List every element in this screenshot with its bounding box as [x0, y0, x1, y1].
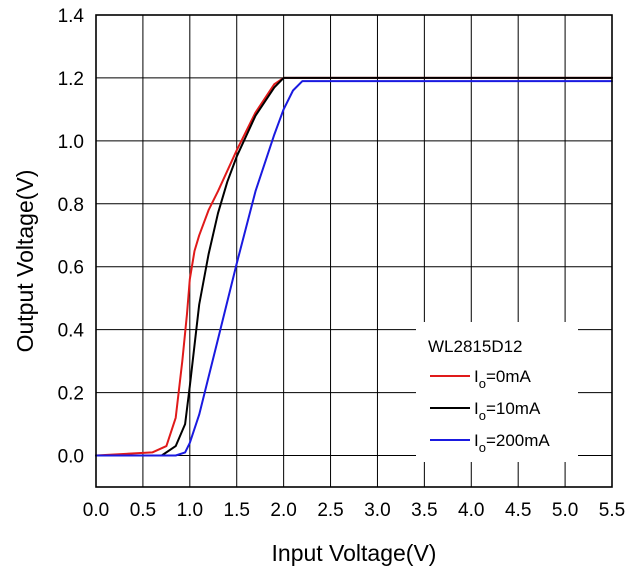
y-axis-ticks: 0.0 0.2 0.4 0.6 0.8 1.0 1.2 1.4: [58, 6, 85, 468]
x-tick-label: 2.5: [317, 500, 343, 521]
series-line-10ma: [95, 76, 613, 457]
x-tick-label: 5.0: [552, 500, 578, 521]
plot-frame: [95, 14, 613, 488]
x-tick-label: 4.0: [458, 500, 484, 521]
x-tick-label: 0.0: [83, 500, 109, 521]
series-layer: [95, 76, 613, 457]
legend-label-main: I: [474, 399, 479, 418]
legend-label-main: I: [474, 431, 479, 450]
legend-entry-label: Io=0mA: [474, 367, 532, 391]
x-tick-label: 4.5: [505, 500, 531, 521]
y-tick-label: 0.6: [58, 258, 84, 279]
x-axis-ticks: 0.0 0.5 1.0 1.5 2.0 2.5 3.0 3.5 4.0 4.5 5.0 5.5: [83, 500, 625, 521]
legend-box: [416, 322, 578, 462]
y-tick-label: 0.0: [58, 447, 84, 468]
x-tick-label: 5.5: [599, 500, 625, 521]
legend-label-rest: =200mA: [486, 431, 550, 450]
legend-entry-label: Io=10mA: [474, 399, 541, 423]
series-line-0ma: [95, 76, 613, 457]
x-tick-label: 2.0: [270, 500, 296, 521]
y-tick-label: 1.2: [58, 69, 84, 90]
legend-label-subscript: o: [479, 440, 486, 455]
y-tick-label: 0.2: [58, 384, 84, 405]
x-tick-label: 3.0: [364, 500, 390, 521]
y-tick-label: 1.0: [58, 132, 84, 153]
legend-label-subscript: o: [479, 376, 486, 391]
x-tick-label: 0.5: [130, 500, 156, 521]
legend-entry-label: Io=200mA: [474, 431, 550, 455]
x-tick-label: 1.5: [224, 500, 250, 521]
y-tick-label: 1.4: [58, 6, 85, 27]
legend-label-rest: =10mA: [486, 399, 541, 418]
legend-title: WL2815D12: [428, 337, 523, 356]
y-tick-label: 0.8: [58, 195, 84, 216]
x-tick-label: 3.5: [411, 500, 437, 521]
legend-label-main: I: [474, 367, 479, 386]
series-line-200ma: [95, 80, 613, 457]
x-axis-label: Input Voltage(V): [272, 540, 437, 566]
legend-label-subscript: o: [479, 408, 486, 423]
y-axis-label: Output Voltage(V): [12, 170, 38, 353]
legend-label-rest: =0mA: [486, 367, 532, 386]
x-tick-label: 1.0: [177, 500, 203, 521]
y-tick-label: 0.4: [58, 321, 85, 342]
